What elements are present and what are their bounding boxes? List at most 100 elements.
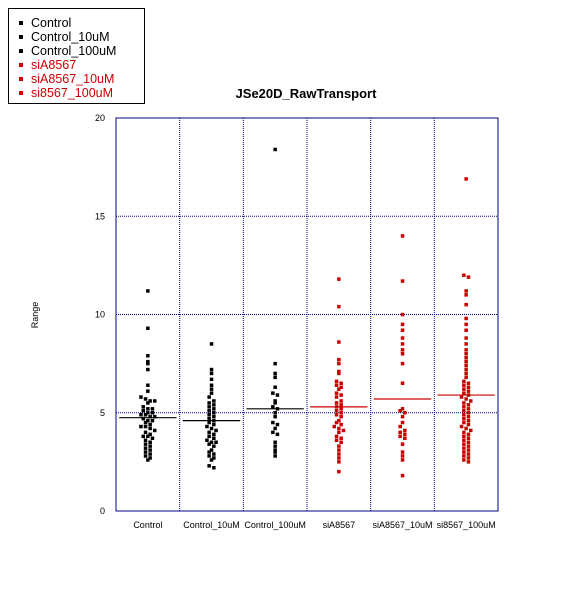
y-tick-label: 0 bbox=[100, 506, 105, 516]
data-point bbox=[400, 414, 405, 419]
data-point bbox=[212, 456, 216, 460]
data-point bbox=[207, 442, 211, 446]
data-point bbox=[464, 363, 468, 368]
data-point bbox=[212, 452, 216, 456]
data-point bbox=[143, 430, 148, 435]
data-point bbox=[273, 444, 277, 448]
y-axis-label: Range bbox=[30, 302, 40, 329]
data-point bbox=[337, 418, 341, 423]
data-point bbox=[466, 422, 471, 427]
data-point bbox=[148, 414, 152, 419]
data-point bbox=[466, 385, 471, 389]
legend-label: siA8567_10uM bbox=[31, 72, 115, 86]
data-point bbox=[400, 312, 405, 317]
data-point bbox=[212, 403, 216, 407]
data-point bbox=[207, 413, 211, 417]
data-point bbox=[209, 426, 214, 431]
legend-label: si8567_100uM bbox=[31, 86, 114, 100]
data-point bbox=[337, 456, 341, 460]
data-point bbox=[150, 436, 155, 440]
legend-marker-icon bbox=[19, 91, 23, 95]
data-point bbox=[464, 352, 468, 356]
data-point bbox=[334, 401, 339, 405]
data-point bbox=[400, 381, 405, 385]
data-point bbox=[146, 326, 150, 330]
data-point bbox=[398, 424, 402, 429]
data-point bbox=[459, 424, 464, 429]
data-point bbox=[150, 407, 155, 411]
data-point bbox=[398, 434, 402, 439]
data-point bbox=[339, 393, 343, 397]
data-point bbox=[403, 432, 407, 437]
data-point bbox=[337, 430, 341, 435]
data-point bbox=[462, 446, 466, 450]
data-point bbox=[205, 438, 209, 442]
data-point bbox=[212, 432, 216, 437]
data-point bbox=[339, 399, 343, 403]
data-point bbox=[146, 289, 150, 293]
data-point bbox=[209, 371, 214, 376]
data-point bbox=[400, 342, 405, 346]
data-point bbox=[207, 454, 211, 458]
data-point bbox=[212, 444, 216, 448]
data-point bbox=[464, 316, 468, 321]
legend-entry: Control bbox=[19, 16, 72, 30]
legend-entry: Control_10uM bbox=[19, 30, 110, 44]
data-point bbox=[400, 458, 405, 462]
data-point bbox=[341, 428, 346, 433]
data-point bbox=[466, 407, 471, 411]
data-point bbox=[403, 428, 407, 433]
data-point bbox=[334, 413, 339, 417]
data-point bbox=[207, 430, 211, 435]
data-point bbox=[207, 395, 211, 399]
data-point bbox=[207, 401, 211, 405]
data-point bbox=[273, 361, 277, 366]
data-point bbox=[339, 414, 343, 419]
legend-label: Control_100uM bbox=[31, 44, 117, 58]
data-point bbox=[400, 420, 405, 425]
data-point bbox=[273, 450, 277, 454]
data-point bbox=[400, 454, 405, 458]
data-point bbox=[339, 381, 343, 385]
data-point bbox=[150, 418, 155, 423]
data-point bbox=[273, 411, 277, 415]
data-point bbox=[337, 357, 341, 362]
data-point bbox=[466, 381, 471, 385]
x-tick-label: Control_10uM bbox=[183, 520, 240, 530]
data-point bbox=[337, 371, 341, 376]
data-point bbox=[466, 444, 471, 448]
data-point bbox=[400, 450, 405, 454]
data-point bbox=[143, 442, 148, 446]
data-point bbox=[334, 438, 339, 442]
y-tick-label: 15 bbox=[95, 211, 105, 221]
data-point bbox=[209, 448, 214, 452]
data-point bbox=[466, 275, 471, 279]
data-point bbox=[148, 456, 152, 460]
data-point bbox=[148, 432, 152, 437]
legend-label: Control bbox=[31, 16, 72, 30]
data-point bbox=[207, 409, 211, 413]
data-point bbox=[466, 403, 471, 407]
data-point bbox=[273, 371, 277, 376]
data-point bbox=[400, 348, 405, 352]
data-point bbox=[146, 407, 150, 411]
data-point bbox=[464, 356, 468, 360]
y-tick-label: 20 bbox=[95, 113, 105, 123]
data-point bbox=[464, 359, 468, 364]
data-point bbox=[400, 442, 405, 446]
data-point bbox=[464, 328, 468, 332]
data-point bbox=[462, 391, 466, 395]
data-point bbox=[275, 422, 280, 427]
data-point bbox=[400, 336, 405, 340]
data-point bbox=[273, 426, 277, 431]
data-point bbox=[209, 391, 214, 395]
x-tick-label: siA8567_10uM bbox=[372, 520, 432, 530]
data-point bbox=[141, 434, 145, 439]
data-point bbox=[212, 466, 216, 470]
legend-label: siA8567 bbox=[31, 58, 77, 72]
data-point bbox=[462, 387, 466, 391]
data-point bbox=[273, 440, 277, 444]
data-point bbox=[150, 411, 155, 415]
data-point bbox=[398, 430, 402, 435]
